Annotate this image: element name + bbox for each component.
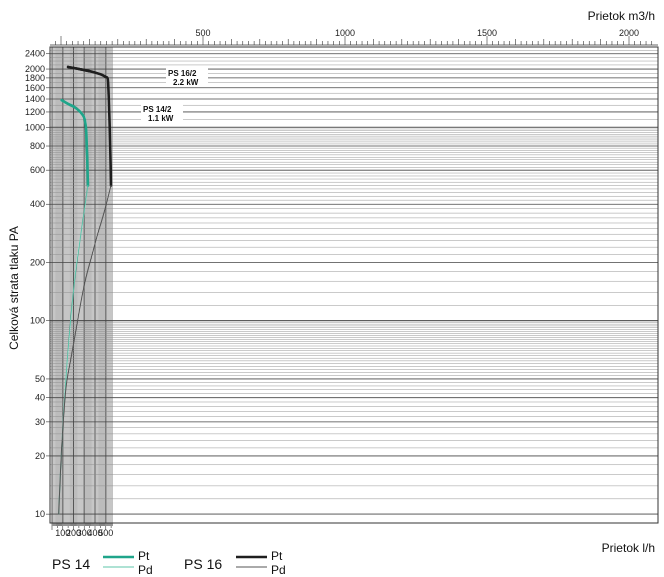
- y-tick-label: 2000: [25, 64, 45, 74]
- annotation-power: 1.1 kW: [148, 114, 174, 123]
- bottom-tick-label: 400: [87, 528, 102, 538]
- top-axis: 500 1000 1500 2000: [50, 28, 658, 46]
- y-axis: 10 20 30 40 50 100 200 400 600 800 1000 1200 1400160…: [25, 49, 50, 519]
- plot-frame: [49, 46, 659, 524]
- y-tick-label: 10: [35, 509, 45, 519]
- legend-ps16-name: PS 16: [184, 556, 222, 572]
- y-tick-label: 1000: [25, 122, 45, 132]
- y-tick-label: 1600: [25, 83, 45, 93]
- y-tick-label: 50: [35, 374, 45, 384]
- bottom-tick-label: 500: [98, 528, 113, 538]
- top-axis-title: Prietok m3/h: [588, 9, 655, 23]
- annotation-bg: [141, 104, 183, 123]
- legend-ps14-pd-label: Pd: [138, 563, 153, 577]
- y-tick-label: 30: [35, 417, 45, 427]
- bottom-tick-label: 100: [55, 528, 70, 538]
- y-tick-label: 600: [30, 165, 45, 175]
- y-tick-label: 200: [30, 257, 45, 267]
- series-start-overlay: [60, 98, 75, 108]
- series-start-overlay: [66, 65, 91, 73]
- annotations: PS 16/22.2 kW PS 14/21.1 kW: [60, 65, 208, 123]
- y-tick-label: 400: [30, 199, 45, 209]
- y-tick-label: 100: [30, 316, 45, 326]
- top-tick-label: 2000: [619, 28, 639, 38]
- legend-ps14-name: PS 14: [52, 556, 90, 572]
- annotation-model: PS 16/2: [168, 69, 197, 78]
- top-tick-label: 1000: [335, 28, 355, 38]
- annotation-power: 2.2 kW: [173, 78, 199, 87]
- series-ps16-pd: [58, 185, 112, 515]
- annotation-model: PS 14/2: [143, 105, 172, 114]
- legend-ps14-pt-label: Pt: [138, 549, 150, 563]
- bottom-axis-title: Prietok l/h: [602, 541, 655, 555]
- y-tick-label: 1200: [25, 107, 45, 117]
- y-tick-label: 800: [30, 141, 45, 151]
- top-tick-label: 500: [195, 28, 210, 38]
- bottom-tick-label: 200: [66, 528, 81, 538]
- y-tick-label: 1400: [25, 94, 45, 104]
- legend: PS 14 Pt Pd PS 16 Pt Pd: [52, 549, 286, 577]
- bottom-tick-label: 300: [77, 528, 92, 538]
- y-tick-label: 2400: [25, 49, 45, 59]
- annotation-bg: [166, 68, 208, 87]
- legend-ps16-pd-label: Pd: [271, 563, 286, 577]
- grid: [49, 46, 659, 524]
- series-layer: [58, 65, 113, 515]
- y-axis-title: Celková strata tlaku PA: [7, 226, 21, 350]
- top-tick-label: 1500: [477, 28, 497, 38]
- y-tick-label: 40: [35, 393, 45, 403]
- y-tick-label: 20: [35, 451, 45, 461]
- legend-ps16-pt-label: Pt: [271, 549, 283, 563]
- y-tick-label: 1800: [25, 73, 45, 83]
